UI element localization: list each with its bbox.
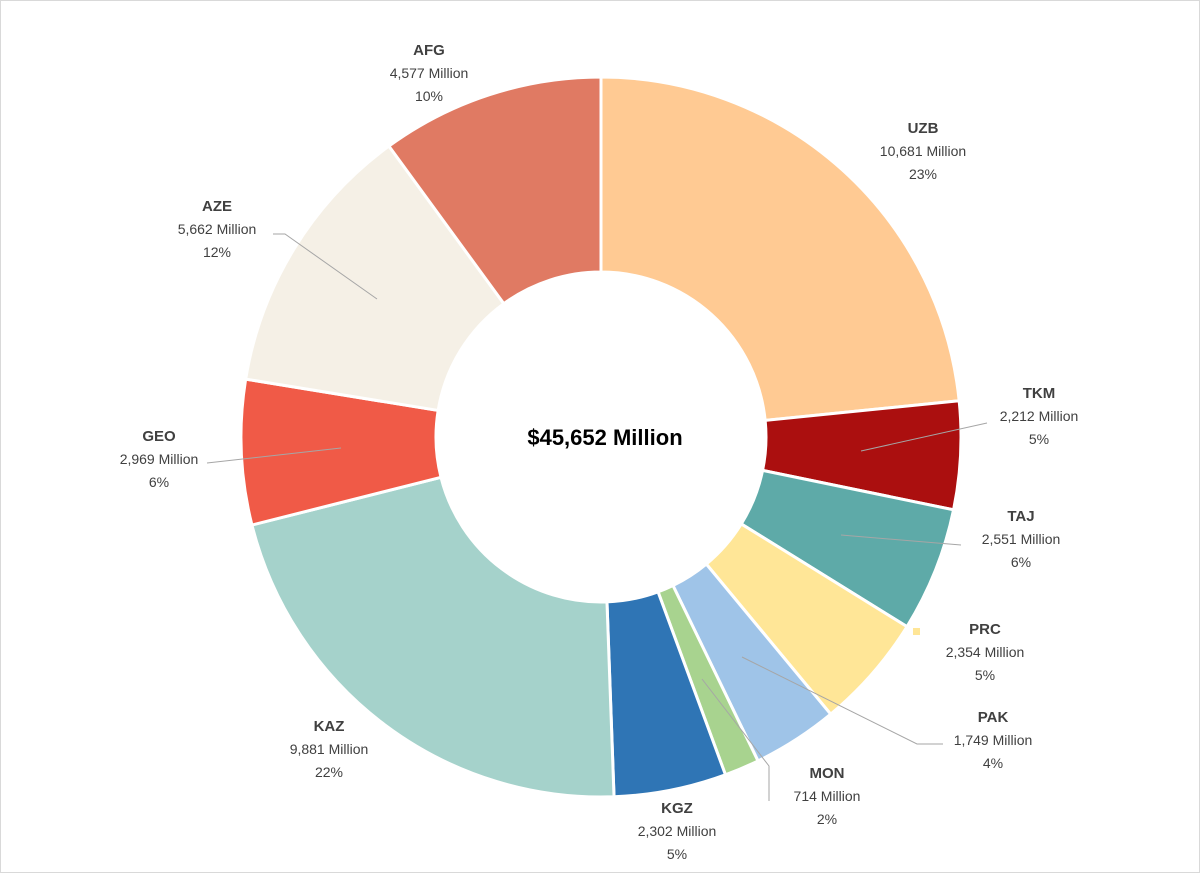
label-value-tkm: 2,212 Million [1000,408,1079,424]
label-value-uzb: 10,681 Million [880,143,966,159]
label-percent-taj: 6% [1011,554,1031,570]
data-label-kaz: KAZ 9,881 Million 22% [290,718,369,780]
leader-lines-layer [206,233,988,801]
leader-line-pak [741,656,943,745]
data-label-kgz: KGZ 2,302 Million 5% [638,800,717,862]
data-label-afg: AFG 4,577 Million 10% [390,42,469,104]
slice-kaz [250,475,616,799]
labels-layer: UZB 10,681 Million 23% TKM 2,212 Million 5% TA… [120,42,1079,862]
slice-afg [386,75,603,306]
label-value-taj: 2,551 Million [982,531,1061,547]
leader-line-tkm [860,422,988,452]
data-label-pak: PAK 1,749 Million 4% [954,709,1033,771]
label-percent-geo: 6% [149,474,169,490]
label-percent-afg: 10% [415,88,443,104]
label-name-geo: GEO [142,428,176,445]
label-percent-prc: 5% [975,667,995,683]
label-percent-mon: 2% [817,811,837,827]
data-label-aze: AZE 5,662 Million 12% [178,198,257,260]
label-percent-aze: 12% [203,244,231,260]
label-percent-pak: 4% [983,755,1003,771]
label-value-mon: 714 Million [794,788,861,804]
center-total-label: $45,652 Million [527,425,682,450]
leader-line-aze [273,233,378,300]
data-label-mon: MON 714 Million 2% [794,765,861,827]
label-value-kgz: 2,302 Million [638,823,717,839]
label-value-afg: 4,577 Million [390,65,469,81]
label-name-kgz: KGZ [661,800,693,817]
label-percent-tkm: 5% [1029,431,1049,447]
label-percent-kgz: 5% [667,846,687,862]
slices-layer [239,75,963,799]
slice-uzb [599,75,961,423]
legend-key-prc [913,628,920,635]
label-value-prc: 2,354 Million [946,644,1025,660]
slice-aze [243,144,506,413]
label-name-afg: AFG [413,42,445,59]
label-name-kaz: KAZ [314,718,345,735]
data-label-taj: TAJ 2,551 Million 6% [982,508,1061,570]
label-value-geo: 2,969 Million [120,451,199,467]
leader-line-mon [701,678,770,801]
label-name-aze: AZE [202,198,232,215]
data-label-tkm: TKM 2,212 Million 5% [1000,385,1079,447]
leader-line-taj [840,534,962,546]
label-percent-uzb: 23% [909,166,937,182]
label-percent-kaz: 22% [315,764,343,780]
label-name-uzb: UZB [908,120,939,137]
data-label-prc: PRC 2,354 Million 5% [946,621,1025,683]
label-name-tkm: TKM [1023,385,1056,402]
leader-line-geo [206,447,342,464]
label-name-taj: TAJ [1007,508,1034,525]
label-value-kaz: 9,881 Million [290,741,369,757]
data-label-uzb: UZB 10,681 Million 23% [880,120,966,182]
label-name-mon: MON [810,765,845,782]
label-value-pak: 1,749 Million [954,732,1033,748]
label-name-pak: PAK [978,709,1009,726]
label-name-prc: PRC [969,621,1001,638]
label-value-aze: 5,662 Million [178,221,257,237]
data-label-geo: GEO 2,969 Million 6% [120,428,199,490]
